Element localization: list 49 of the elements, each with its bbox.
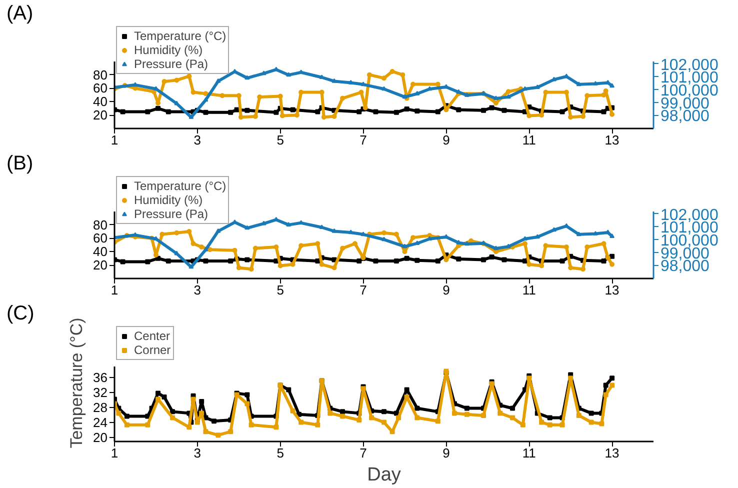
x-tick-label: 5 bbox=[276, 132, 284, 148]
y-tick-label: 60 bbox=[93, 80, 108, 96]
x-tick-label: 3 bbox=[194, 282, 202, 298]
x-tick-label: 1 bbox=[110, 282, 118, 298]
x-tick-label: 9 bbox=[442, 282, 450, 298]
x-tick-label: 11 bbox=[522, 282, 536, 298]
legend-label: Pressure (Pa) bbox=[134, 57, 208, 71]
y-tick-label: 40 bbox=[93, 244, 108, 260]
legend-label: Humidity (%) bbox=[134, 43, 203, 57]
chart-title: (B) bbox=[6, 152, 34, 174]
x-tick-label: 13 bbox=[604, 446, 620, 460]
legend-label: Pressure (Pa) bbox=[134, 207, 208, 221]
x-tick-label: 11 bbox=[522, 446, 536, 460]
x-tick-label: 1 bbox=[110, 446, 118, 460]
legend-label: Humidity (%) bbox=[134, 193, 203, 207]
y-tick-label: 80 bbox=[93, 67, 108, 82]
y-tick-label: 40 bbox=[93, 94, 108, 110]
legend-label: Temperature (°C) bbox=[134, 29, 226, 43]
x-tick-label: 1 bbox=[110, 132, 118, 148]
x-tick-label: 7 bbox=[360, 282, 367, 298]
y-tick-label: 60 bbox=[93, 230, 108, 246]
legend-label: Center bbox=[134, 329, 170, 343]
y-tick-label: 20 bbox=[93, 430, 108, 446]
y-axis-title: Temperature (°C) bbox=[67, 318, 86, 448]
y-tick-label: 24 bbox=[93, 415, 108, 430]
y-tick-label: 20 bbox=[93, 258, 108, 273]
x-tick-label: 9 bbox=[442, 132, 450, 148]
y-tick-label: 32 bbox=[93, 384, 108, 400]
x-tick-label: 5 bbox=[276, 446, 284, 460]
y2-tick-label: 98,000 bbox=[660, 258, 710, 276]
chart-title: (C) bbox=[6, 302, 34, 324]
x-tick-label: 13 bbox=[604, 132, 620, 148]
y-tick-label: 28 bbox=[93, 400, 108, 416]
y2-tick-label: 98,000 bbox=[660, 108, 710, 126]
y-tick-label: 80 bbox=[93, 217, 108, 232]
y-tick-label: 20 bbox=[93, 108, 108, 123]
x-tick-label: 11 bbox=[522, 132, 536, 148]
legend-label: Temperature (°C) bbox=[134, 179, 226, 193]
x-tick-label: 3 bbox=[194, 446, 202, 460]
chart-title: (A) bbox=[6, 2, 34, 24]
x-tick-label: 9 bbox=[442, 446, 450, 460]
legend-label: Corner bbox=[134, 343, 171, 357]
x-tick-label: 7 bbox=[360, 132, 367, 148]
x-tick-label: 3 bbox=[194, 132, 202, 148]
x-tick-label: 5 bbox=[276, 282, 284, 298]
x-tick-label: 7 bbox=[360, 446, 367, 460]
x-tick-label: 13 bbox=[604, 282, 620, 298]
x-axis-title: Day bbox=[367, 464, 402, 486]
y-tick-label: 36 bbox=[93, 370, 108, 385]
